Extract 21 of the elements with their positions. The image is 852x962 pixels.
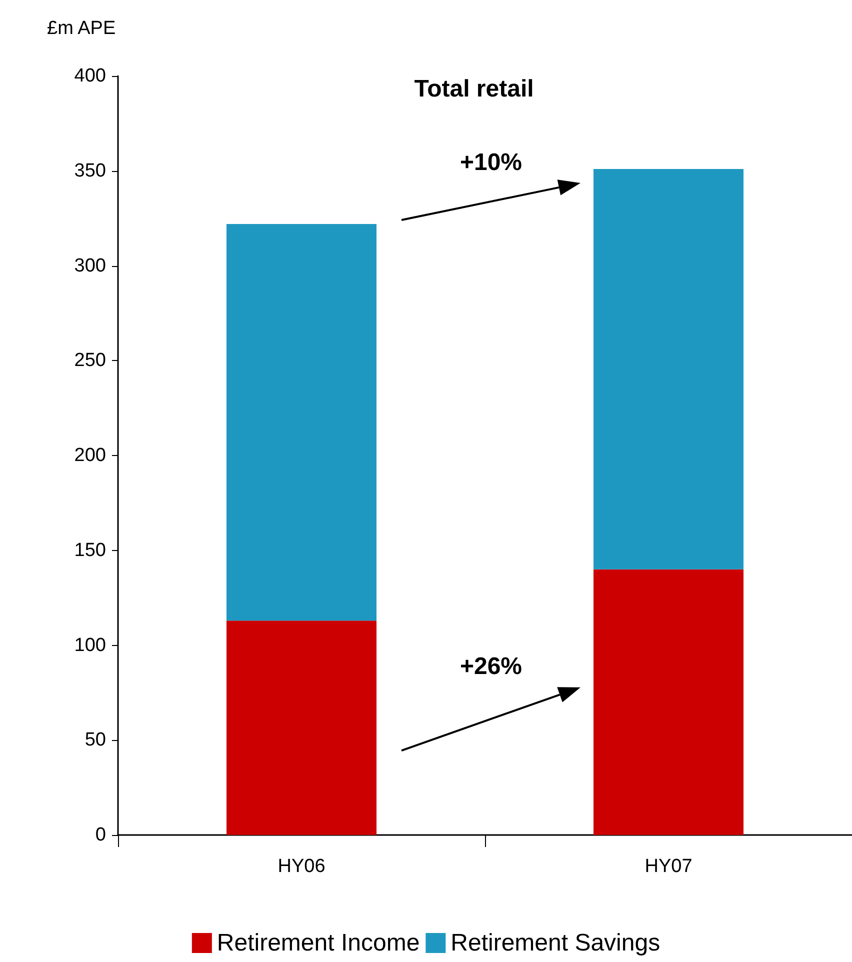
y-tick-label: 400 (74, 66, 106, 86)
bar (226, 224, 376, 621)
annotation: +10% (460, 148, 522, 177)
y-tick-label: 200 (74, 445, 106, 466)
y-tick-label: 350 (74, 160, 106, 182)
legend-label: Retirement Savings (450, 930, 660, 956)
y-axis-title: £m APE (47, 18, 116, 39)
y-tick-label: 250 (74, 350, 106, 372)
y-tick-label: 100 (74, 634, 106, 656)
x-tick-label: HY07 (644, 856, 692, 877)
y-tick-label: 300 (74, 255, 106, 276)
x-tick-label: HY06 (278, 856, 326, 877)
y-tick-label: 0 (95, 824, 106, 846)
y-tick-label: 50 (84, 730, 106, 751)
bar (226, 620, 376, 835)
annotation: +26% (460, 653, 522, 682)
chart-title: Total retail (414, 76, 534, 102)
bar (594, 168, 744, 570)
bar (594, 569, 744, 835)
y-tick-label: 150 (74, 540, 106, 561)
legend-label: Retirement Income (216, 930, 420, 956)
